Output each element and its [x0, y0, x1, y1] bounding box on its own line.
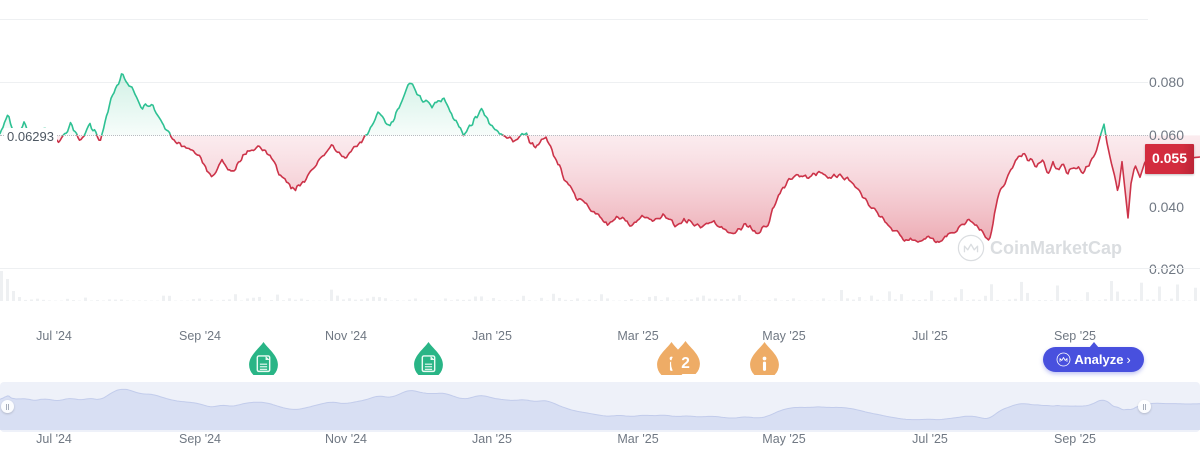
svg-text:2: 2 — [681, 355, 690, 372]
